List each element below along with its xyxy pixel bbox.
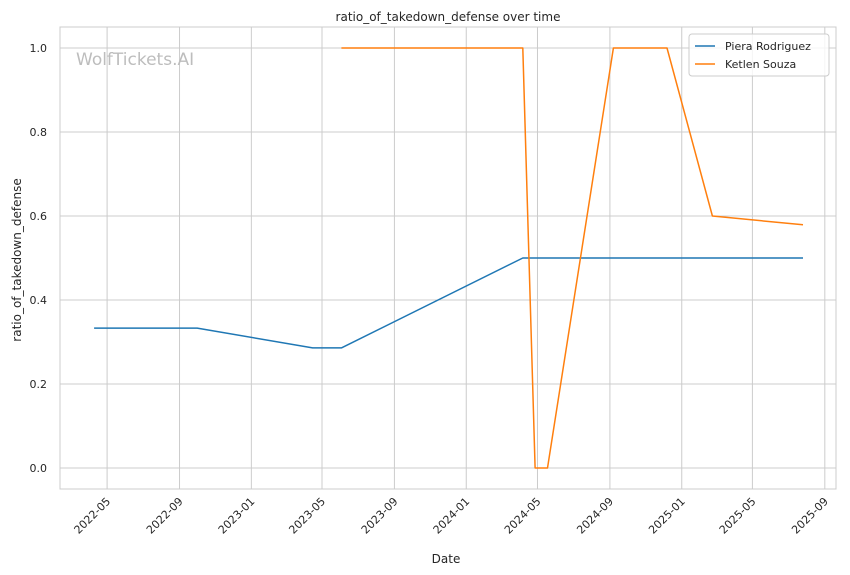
x-tick-label: 2023-09	[359, 495, 401, 537]
y-tick-label: 0.4	[30, 294, 48, 307]
series-line	[341, 47, 804, 469]
y-tick-label: 0.2	[30, 378, 48, 391]
x-tick-label: 2025-09	[789, 495, 831, 537]
x-axis-label: Date	[432, 552, 461, 566]
x-tick-label: 2024-05	[502, 495, 544, 537]
series-lines	[94, 47, 804, 469]
x-tick-label: 2023-05	[286, 495, 328, 537]
y-tick-label: 0.8	[30, 126, 48, 139]
legend-label: Ketlen Souza	[725, 58, 796, 71]
y-tick-label: 1.0	[30, 42, 48, 55]
x-tick-label: 2024-01	[431, 495, 473, 537]
x-tick-label: 2022-05	[72, 495, 114, 537]
x-tick-label: 2022-09	[144, 495, 186, 537]
x-tick-label: 2024-09	[574, 495, 616, 537]
legend: Piera Rodriguez Ketlen Souza	[688, 33, 830, 77]
legend-box	[688, 33, 830, 77]
series-line	[94, 257, 803, 349]
x-tick-label: 2025-05	[717, 495, 759, 537]
watermark-text: WolfTickets.AI	[76, 50, 194, 70]
x-tick-label: 2023-01	[216, 495, 258, 537]
y-tick-label: 0.6	[30, 210, 48, 223]
y-tick-labels: 0.0 0.2 0.4 0.6 0.8 1.0	[30, 42, 48, 475]
x-tick-label: 2025-01	[646, 495, 688, 537]
y-axis-label: ratio_of_takedown_defense	[10, 178, 24, 341]
y-tick-label: 0.0	[30, 462, 48, 475]
plot-frame	[59, 26, 837, 490]
chart-title: ratio_of_takedown_defense over time	[336, 10, 561, 24]
x-tick-labels: 2022-05 2022-09 2023-01 2023-05 2023-09 2024-…	[72, 495, 831, 537]
legend-label: Piera Rodriguez	[725, 40, 811, 53]
